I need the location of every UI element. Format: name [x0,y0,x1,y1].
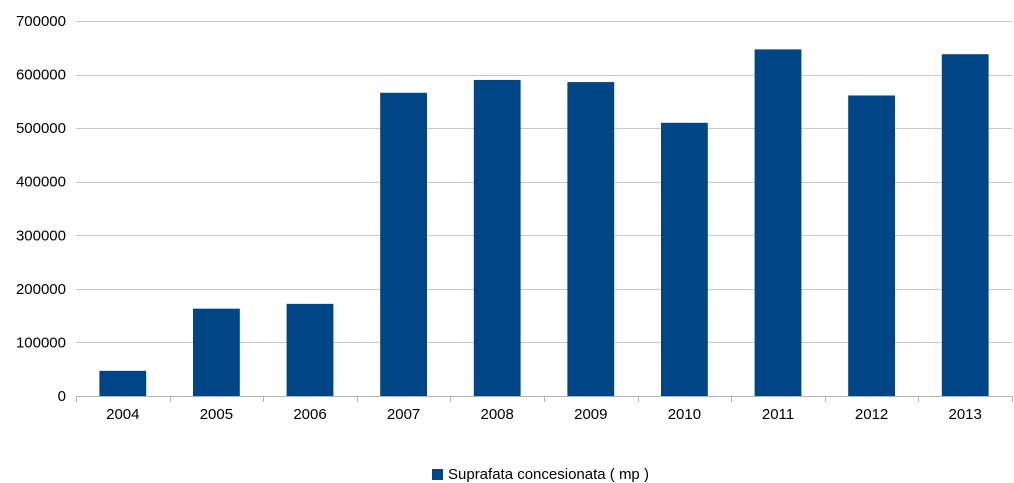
y-tick-label: 0 [58,388,66,405]
y-tick-label: 200000 [16,281,66,298]
bar-2009 [567,82,615,397]
y-tick-label: 400000 [16,174,66,191]
x-tick-label: 2010 [668,406,701,423]
bar-2010 [661,122,708,397]
y-axis-tick-labels: 0 100000 200000 300000 400000 500000 600000 700… [16,13,66,405]
x-tick-label: 2006 [293,406,326,423]
bar-2007 [380,92,427,397]
bar-2011 [754,49,802,397]
y-tick-label: 300000 [16,227,66,244]
x-axis-tick-labels: 2004 2005 2006 2007 2008 2009 2010 2011 2012 2013 [106,406,982,423]
grid-lines [76,21,1012,343]
x-tick-label: 2011 [762,406,794,423]
bar-2013 [941,54,989,396]
x-axis [76,396,1013,402]
y-tick-label: 100000 [16,334,66,351]
bar-2012 [848,95,895,396]
x-tick-label: 2005 [200,406,233,423]
y-tick-label: 500000 [16,120,66,137]
y-tick-label: 700000 [16,13,66,30]
x-tick-label: 2012 [855,406,888,423]
x-tick-label: 2013 [949,406,982,423]
bar-2006 [286,303,334,396]
x-tick-label: 2009 [574,406,607,423]
x-tick-label: 2008 [481,406,514,423]
bar-2004 [99,370,147,396]
bar-2008 [473,79,521,396]
y-tick-label: 600000 [16,67,66,84]
x-tick-label: 2007 [387,406,420,423]
legend-label: Suprafata concesionata ( mp ) [448,466,649,483]
legend-swatch [432,469,443,480]
bar-2005 [193,308,240,396]
bar-series [99,49,989,397]
legend: Suprafata concesionata ( mp ) [432,466,649,483]
x-tick-label: 2004 [106,406,139,423]
